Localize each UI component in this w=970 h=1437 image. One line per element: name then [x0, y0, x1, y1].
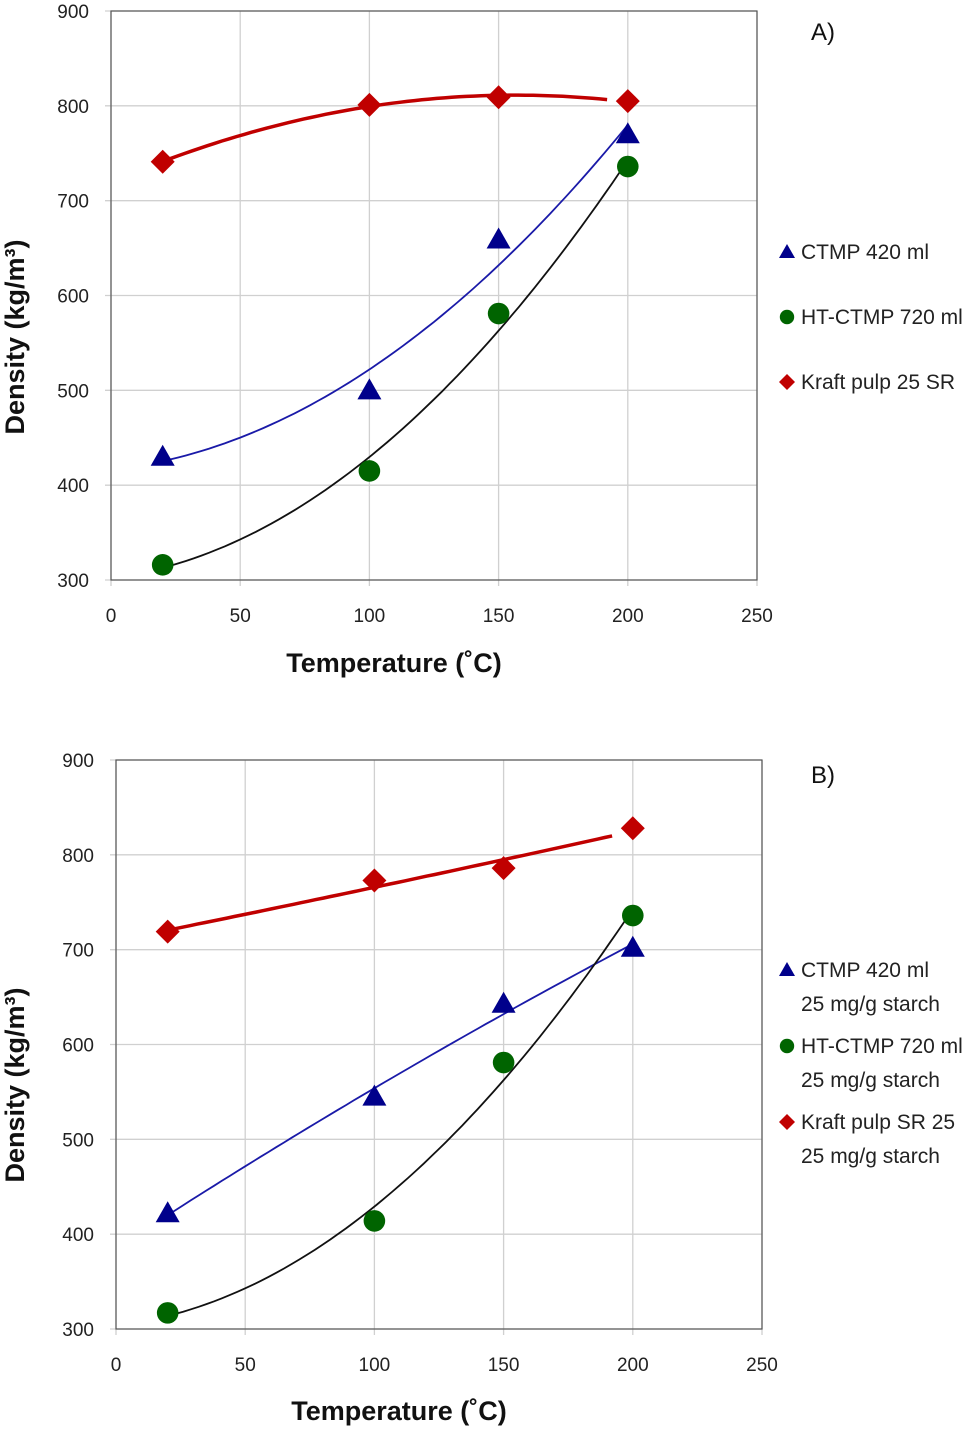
data-point-circle — [622, 904, 644, 927]
x-tick-label: 150 — [488, 1355, 520, 1376]
y-tick-label: 800 — [62, 846, 94, 867]
data-point-triangle — [357, 378, 382, 400]
legend-marker-circle — [779, 1038, 795, 1054]
y-tick-label: 500 — [57, 381, 89, 402]
chart-panel-b: 0 50 100 150 200 250 300 400 500 600 700 800 900 Temp… — [0, 751, 963, 1426]
y-tick-label: 400 — [57, 476, 89, 497]
data-point-diamond — [486, 85, 511, 110]
y-tick-label: 900 — [57, 2, 89, 23]
x-tick-label: 200 — [612, 606, 644, 627]
data-point-diamond — [155, 919, 180, 944]
legend-marker-circle — [779, 309, 795, 325]
panel-label: B) — [811, 762, 835, 789]
data-point-circle — [151, 554, 174, 576]
data-point-circle — [492, 1051, 515, 1074]
data-point-diamond — [357, 92, 382, 117]
legend-label: HT-CTMP 720 ml — [801, 306, 963, 329]
data-point-circle — [487, 302, 510, 325]
data-point-diamond — [150, 149, 175, 174]
panel-label: A) — [811, 19, 835, 46]
x-axis-title: Temperature (˚C) — [286, 648, 502, 678]
y-tick-label: 800 — [57, 97, 89, 118]
y-axis-title: Density (kg/m³) — [0, 987, 30, 1182]
x-tick-label: 250 — [746, 1355, 778, 1376]
legend-label: Kraft pulp SR 25 — [801, 1111, 955, 1134]
trendline-circle — [162, 159, 629, 569]
data-point-circle — [156, 1302, 179, 1324]
x-tick-label: 200 — [617, 1355, 649, 1376]
trendline-circle — [167, 908, 634, 1317]
x-tick-label: 100 — [354, 606, 386, 627]
x-tick-label: 0 — [106, 606, 117, 627]
legend-marker-triangle — [779, 962, 795, 976]
y-tick-label: 700 — [62, 941, 94, 962]
legend-label: HT-CTMP 720 ml — [801, 1035, 963, 1058]
chart-panel-a: 0 50 100 150 200 250 300 400 500 600 700 800 900 Temp… — [0, 2, 963, 678]
data-point-triangle — [620, 935, 645, 957]
data-point-diamond — [491, 856, 516, 881]
legend-label-line2: 25 mg/g starch — [801, 993, 940, 1016]
trendline-diamond — [167, 834, 613, 932]
y-tick-label: 400 — [62, 1225, 94, 1246]
data-point-circle — [358, 460, 381, 482]
y-tick-label: 500 — [62, 1130, 94, 1151]
trendline-diamond — [162, 93, 608, 164]
y-tick-label: 600 — [62, 1036, 94, 1057]
x-tick-label: 50 — [235, 1355, 256, 1376]
legend-label: CTMP 420 ml — [801, 241, 929, 264]
data-point-triangle — [615, 122, 640, 144]
data-point-triangle — [362, 1084, 387, 1106]
y-tick-label: 300 — [57, 571, 89, 592]
y-tick-label: 300 — [62, 1320, 94, 1341]
y-tick-label: 600 — [57, 287, 89, 308]
legend-marker-diamond — [779, 1114, 795, 1130]
legend-label-line2: 25 mg/g starch — [801, 1145, 940, 1168]
data-point-triangle — [150, 444, 175, 466]
legend-label: CTMP 420 ml — [801, 959, 929, 982]
x-tick-label: 50 — [230, 606, 251, 627]
plot-frame — [115, 759, 763, 1330]
legend-label-line2: 25 mg/g starch — [801, 1069, 940, 1092]
data-point-diamond — [620, 816, 645, 841]
trendline-triangle — [167, 943, 634, 1216]
x-tick-label: 150 — [483, 606, 515, 627]
y-tick-label: 700 — [57, 192, 89, 213]
data-point-triangle — [155, 1201, 180, 1223]
legend-label: Kraft pulp 25 SR — [801, 371, 955, 394]
x-tick-label: 100 — [359, 1355, 391, 1376]
legend-marker-diamond — [779, 374, 795, 390]
trendline-triangle — [162, 124, 629, 463]
y-axis-title: Density (kg/m³) — [0, 239, 30, 434]
data-point-triangle — [486, 227, 511, 249]
y-tick-label: 900 — [62, 751, 94, 772]
data-point-diamond — [362, 868, 387, 893]
x-tick-label: 0 — [111, 1355, 122, 1376]
x-tick-label: 250 — [741, 606, 773, 627]
x-axis-title: Temperature (˚C) — [291, 1396, 507, 1426]
data-point-triangle — [491, 991, 516, 1013]
data-point-circle — [363, 1210, 386, 1232]
data-point-circle — [617, 155, 639, 178]
plot-frame — [110, 10, 758, 581]
legend-marker-triangle — [779, 244, 795, 258]
data-point-diamond — [615, 89, 640, 114]
